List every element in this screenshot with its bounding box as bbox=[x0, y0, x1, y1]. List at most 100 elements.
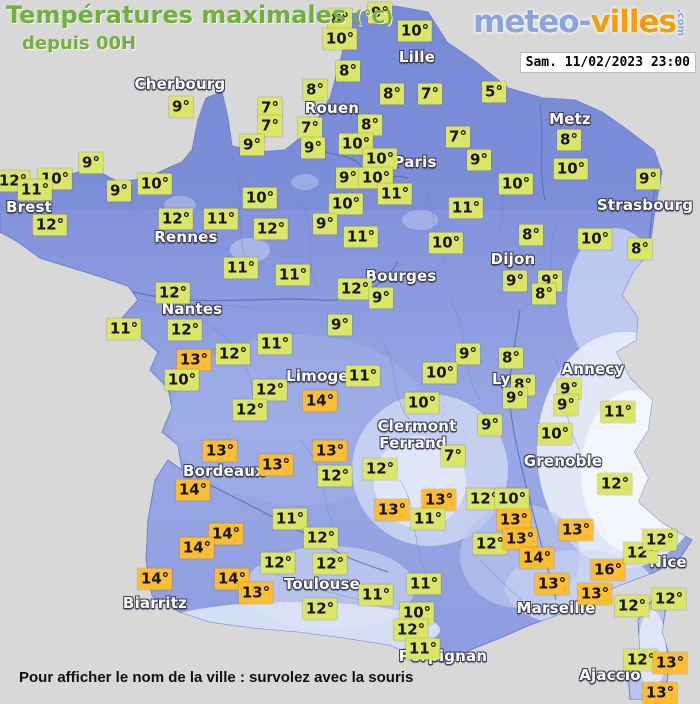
temp-label[interactable]: 12° bbox=[614, 595, 650, 617]
temp-label[interactable]: 9° bbox=[328, 314, 352, 336]
temp-label[interactable]: 12° bbox=[158, 208, 194, 230]
temp-label[interactable]: 10° bbox=[498, 173, 534, 195]
temp-label[interactable]: 12° bbox=[642, 529, 678, 551]
temp-label[interactable]: 8° bbox=[499, 347, 523, 369]
temp-label[interactable]: 7° bbox=[258, 97, 282, 119]
temp-label[interactable]: 12° bbox=[253, 218, 289, 240]
temp-label[interactable]: 14° bbox=[179, 537, 215, 559]
temp-label[interactable]: 10° bbox=[164, 369, 200, 391]
temp-label[interactable]: 11° bbox=[377, 183, 413, 205]
temp-label[interactable]: 11° bbox=[405, 638, 441, 660]
temp-label[interactable]: 7° bbox=[258, 115, 282, 137]
temp-label[interactable]: 11° bbox=[343, 226, 379, 248]
temp-label[interactable]: 12° bbox=[167, 319, 203, 341]
temp-label[interactable]: 11° bbox=[203, 208, 239, 230]
temp-label[interactable]: 10° bbox=[322, 28, 358, 50]
temp-label[interactable]: 12° bbox=[32, 214, 68, 236]
temp-label[interactable]: 9° bbox=[107, 180, 131, 202]
temp-label[interactable]: 11° bbox=[600, 401, 636, 423]
temp-label[interactable]: 10° bbox=[428, 232, 464, 254]
temp-label[interactable]: 10° bbox=[397, 20, 433, 42]
temp-label[interactable]: 13° bbox=[176, 349, 212, 371]
temp-label[interactable]: 11° bbox=[448, 197, 484, 219]
temp-label[interactable]: 13° bbox=[534, 573, 570, 595]
temp-label[interactable]: 12° bbox=[302, 598, 338, 620]
temp-label[interactable]: 14° bbox=[302, 390, 338, 412]
temp-label[interactable]: 10° bbox=[399, 602, 435, 624]
temp-label[interactable]: 13° bbox=[202, 440, 238, 462]
temp-label[interactable]: 11° bbox=[275, 264, 311, 286]
temp-label[interactable]: 8° bbox=[532, 283, 556, 305]
temp-label[interactable]: 9° bbox=[169, 96, 193, 118]
temp-label[interactable]: 9° bbox=[503, 387, 527, 409]
temp-label[interactable]: 8° bbox=[380, 83, 404, 105]
temp-label[interactable]: 12° bbox=[337, 278, 373, 300]
temp-label[interactable]: 9° bbox=[503, 270, 527, 292]
temp-label[interactable]: 14° bbox=[519, 547, 555, 569]
temp-label[interactable]: 12° bbox=[312, 553, 348, 575]
temp-label[interactable]: 9° bbox=[554, 394, 578, 416]
temp-label[interactable]: 8° bbox=[328, 8, 352, 30]
temp-label[interactable]: 12° bbox=[252, 379, 288, 401]
temp-label[interactable]: 10° bbox=[404, 392, 440, 414]
temp-label[interactable]: 9° bbox=[301, 137, 325, 159]
temp-label[interactable]: 12° bbox=[260, 552, 296, 574]
temp-label[interactable]: 7° bbox=[418, 83, 442, 105]
temp-label[interactable]: 8° bbox=[519, 224, 543, 246]
temp-label[interactable]: 9° bbox=[240, 134, 264, 156]
temp-label[interactable]: 8° bbox=[303, 79, 327, 101]
temp-label[interactable]: 11° bbox=[257, 333, 293, 355]
temp-label[interactable]: 14° bbox=[208, 523, 244, 545]
temp-label[interactable]: 11° bbox=[410, 508, 446, 530]
temp-label[interactable]: 12° bbox=[215, 343, 251, 365]
temp-label[interactable]: 14° bbox=[175, 479, 211, 501]
temp-label[interactable]: 13° bbox=[652, 652, 688, 674]
temp-label[interactable]: 10° bbox=[577, 228, 613, 250]
temp-label[interactable]: 16° bbox=[590, 559, 626, 581]
temp-label[interactable]: 12° bbox=[393, 619, 429, 641]
temp-label[interactable]: 9° bbox=[368, 2, 392, 24]
temp-label[interactable]: 9° bbox=[336, 167, 360, 189]
temp-label[interactable]: 9° bbox=[467, 149, 491, 171]
temp-label[interactable]: 7° bbox=[441, 445, 465, 467]
temp-label[interactable]: 10° bbox=[358, 167, 394, 189]
site-logo[interactable]: meteo-villes .com bbox=[473, 4, 686, 40]
temp-label[interactable]: 11° bbox=[358, 584, 394, 606]
temp-label[interactable]: 10° bbox=[494, 488, 530, 510]
temp-label[interactable]: 7° bbox=[446, 126, 470, 148]
temp-label[interactable]: 11° bbox=[406, 573, 442, 595]
temp-label[interactable]: 8° bbox=[628, 238, 652, 260]
temp-label[interactable]: 5° bbox=[482, 81, 506, 103]
temp-label[interactable]: 10° bbox=[362, 148, 398, 170]
temp-label[interactable]: 13° bbox=[642, 682, 678, 704]
temp-label[interactable]: 9° bbox=[478, 414, 502, 436]
temp-label[interactable]: 13° bbox=[558, 519, 594, 541]
temp-label[interactable]: 13° bbox=[312, 440, 348, 462]
temp-label[interactable]: 12° bbox=[597, 473, 633, 495]
temp-label[interactable]: 8° bbox=[358, 114, 382, 136]
temp-label[interactable]: 13° bbox=[238, 582, 274, 604]
temp-label[interactable]: 12° bbox=[623, 649, 659, 671]
temp-label[interactable]: 13° bbox=[374, 499, 410, 521]
temp-label[interactable]: 11° bbox=[106, 318, 142, 340]
temp-label[interactable]: 11° bbox=[272, 508, 308, 530]
temp-label[interactable]: 12° bbox=[362, 458, 398, 480]
temp-label[interactable]: 9° bbox=[636, 168, 660, 190]
temp-label[interactable]: 9° bbox=[557, 378, 581, 400]
temp-label[interactable]: 9° bbox=[313, 213, 337, 235]
temp-label[interactable]: 11° bbox=[345, 365, 381, 387]
temp-label[interactable]: 12° bbox=[472, 533, 508, 555]
temp-label[interactable]: 10° bbox=[537, 423, 573, 445]
temp-label[interactable]: 10° bbox=[422, 362, 458, 384]
temp-label[interactable]: 13° bbox=[496, 509, 532, 531]
temp-label[interactable]: 8° bbox=[557, 129, 581, 151]
temp-label[interactable]: 10° bbox=[137, 173, 173, 195]
temp-label[interactable]: 10° bbox=[242, 187, 278, 209]
temp-label[interactable]: 12° bbox=[466, 488, 502, 510]
temp-label[interactable]: 9° bbox=[79, 152, 103, 174]
temp-label[interactable]: 12° bbox=[303, 527, 339, 549]
temp-label[interactable]: 12° bbox=[651, 588, 687, 610]
temp-label[interactable]: 9° bbox=[369, 287, 393, 309]
temp-label[interactable]: 11° bbox=[223, 257, 259, 279]
